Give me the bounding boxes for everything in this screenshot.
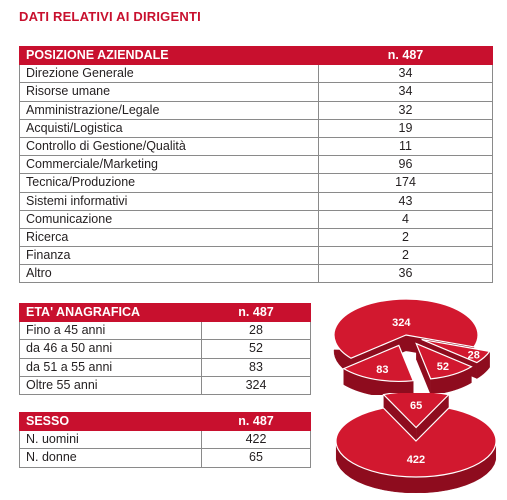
row-value: 32	[318, 100, 493, 120]
row-value: 4	[318, 209, 493, 229]
eta-header: ETA' ANAGRAFICA	[19, 302, 202, 323]
table-row: Controllo di Gestione/Qualità 11	[19, 136, 493, 157]
pie-slice-face	[383, 394, 417, 444]
row-label: N. uomini	[19, 430, 202, 450]
row-value: 2	[318, 246, 493, 266]
pie-slice-top	[382, 393, 450, 429]
row-value: 324	[201, 375, 311, 395]
row-label: da 46 a 50 anni	[19, 339, 202, 359]
table-row: Fino a 45 anni 28	[19, 321, 311, 341]
eta-pie-chart: 324 28 52 83	[333, 298, 491, 395]
row-label: N. donne	[19, 448, 202, 468]
pie-slice: 65	[382, 393, 450, 444]
pie-data-label: 52	[437, 361, 449, 373]
row-label: Oltre 55 anni	[19, 375, 202, 395]
row-label: Commerciale/Marketing	[19, 155, 319, 175]
row-label: Direzione Generale	[19, 64, 319, 84]
pie-slice: 83	[342, 344, 415, 395]
sesso-pie-chart: 65 422	[335, 393, 497, 493]
table-row: Oltre 55 anni 324	[19, 375, 311, 395]
pie-slice-face	[416, 343, 431, 395]
row-label: Amministrazione/Legale	[19, 100, 319, 120]
pie-slice-top	[333, 298, 479, 359]
eta-total: n. 487	[201, 302, 311, 323]
table-row: da 51 a 55 anni 83	[19, 357, 311, 377]
table-row: Commerciale/Marketing 96	[19, 155, 493, 175]
table-row: Comunicazione 4	[19, 209, 493, 229]
table-header-row: SESSO n. 487	[19, 411, 311, 432]
table-row: Ricerca 2	[19, 227, 493, 248]
table-row: da 46 a 50 anni 52	[19, 339, 311, 359]
sesso-header: SESSO	[19, 411, 202, 432]
row-value: 11	[318, 136, 493, 157]
row-label: Controllo di Gestione/Qualità	[19, 136, 319, 157]
pie-slice-top	[342, 344, 415, 382]
pie-slice: 52	[415, 342, 473, 395]
row-label: Tecnica/Produzione	[19, 173, 319, 193]
table-row: Amministrazione/Legale 32	[19, 100, 493, 120]
table-row: Tecnica/Produzione 174	[19, 173, 493, 193]
pie-slice-top	[415, 342, 473, 380]
table-row: Finanza 2	[19, 246, 493, 266]
eta-anagrafica-table: ETA' ANAGRAFICA n. 487 Fino a 45 anni 28 …	[19, 302, 311, 395]
row-value: 28	[201, 321, 311, 341]
pie-data-label: 28	[468, 349, 480, 361]
pie-data-label: 422	[407, 454, 425, 466]
table-row: Altro 36	[19, 264, 493, 284]
row-value: 43	[318, 191, 493, 211]
posizione-header: POSIZIONE AZIENDALE	[19, 45, 319, 66]
sesso-table: SESSO n. 487 N. uomini 422 N. donne 65	[19, 411, 311, 468]
row-value: 19	[318, 118, 493, 138]
pie-slice-top	[421, 338, 491, 364]
posizione-aziendale-table: POSIZIONE AZIENDALE n. 487 Direzione Gen…	[19, 45, 493, 284]
row-value: 65	[201, 448, 311, 468]
row-value: 422	[201, 430, 311, 450]
sesso-total: n. 487	[201, 411, 311, 432]
pie-data-label: 83	[376, 364, 388, 376]
row-value: 34	[318, 64, 493, 84]
table-row: N. donne 65	[19, 448, 311, 468]
pie-slice-top	[335, 407, 497, 478]
pie-slice: 422	[335, 407, 497, 493]
row-value: 96	[318, 155, 493, 175]
row-value: 36	[318, 264, 493, 284]
row-value: 174	[318, 173, 493, 193]
row-value: 83	[201, 357, 311, 377]
row-label: Fino a 45 anni	[19, 321, 202, 341]
table-header-row: POSIZIONE AZIENDALE n. 487	[19, 45, 493, 66]
row-label: Ricerca	[19, 227, 319, 248]
table-header-row: ETA' ANAGRAFICA n. 487	[19, 302, 311, 323]
row-label: Finanza	[19, 246, 319, 266]
table-row: Risorse umane 34	[19, 82, 493, 102]
row-label: Risorse umane	[19, 82, 319, 102]
row-label: Acquisti/Logistica	[19, 118, 319, 138]
row-label: Comunicazione	[19, 209, 319, 229]
table-row: Acquisti/Logistica 19	[19, 118, 493, 138]
table-row: Direzione Generale 34	[19, 64, 493, 84]
pie-slice-face	[416, 394, 449, 444]
pie-data-label: 324	[392, 317, 411, 329]
pie-data-label: 65	[410, 400, 422, 412]
row-label: Altro	[19, 264, 319, 284]
row-value: 52	[201, 339, 311, 359]
row-value: 34	[318, 82, 493, 102]
row-label: Sistemi informativi	[19, 191, 319, 211]
posizione-total: n. 487	[318, 45, 493, 66]
table-row: N. uomini 422	[19, 430, 311, 450]
table-row: Sistemi informativi 43	[19, 191, 493, 211]
row-label: da 51 a 55 anni	[19, 357, 202, 377]
page-title: DATI RELATIVI AI DIRIGENTI	[19, 9, 201, 24]
row-value: 2	[318, 227, 493, 248]
